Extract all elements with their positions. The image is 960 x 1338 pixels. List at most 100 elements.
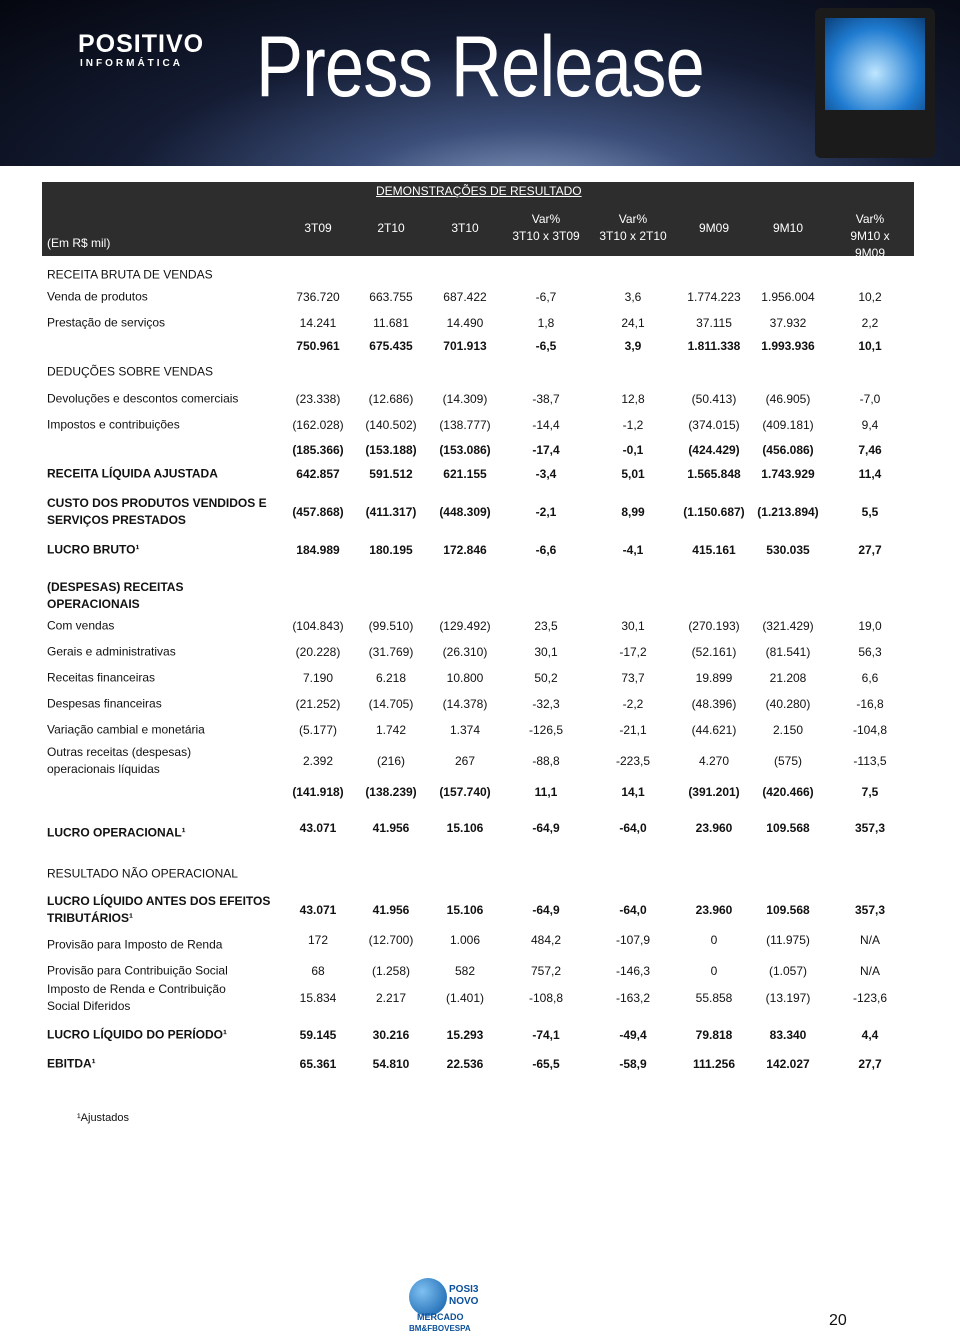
cell: -104,8 (852, 723, 888, 737)
cell: -64,9 (532, 821, 560, 835)
cell: -2,2 (622, 697, 644, 711)
cell: 15.834 (299, 991, 337, 1005)
cell: -0,1 (622, 443, 644, 457)
cell: 14.490 (446, 316, 484, 330)
cell: -146,3 (615, 964, 651, 978)
cell: 54.810 (372, 1057, 410, 1071)
cell: 3,9 (624, 339, 642, 353)
column-header: 2T10 (377, 221, 405, 235)
cell: (448.309) (439, 505, 491, 519)
logo-text: MERCADO (417, 1312, 464, 1322)
cell: -17,2 (619, 645, 647, 659)
brand: POSITIVO (78, 30, 205, 58)
cell: 2,2 (861, 316, 879, 330)
row-label: Com vendas (47, 618, 115, 633)
cell: 59.145 (299, 1028, 337, 1042)
cell: 5,01 (621, 467, 645, 481)
cell: (1.401) (445, 991, 485, 1005)
cell: 9,4 (861, 418, 879, 432)
cell: 1.374 (449, 723, 481, 737)
cell: (321.429) (762, 619, 814, 633)
cell: (50.413) (691, 392, 737, 406)
page-number: 20 (829, 1312, 847, 1329)
row-label: Venda de produtos (47, 289, 148, 304)
cell: -16,8 (856, 697, 884, 711)
logo-text: POSI3 (449, 1284, 479, 1295)
row-label: (DESPESAS) RECEITAS OPERACIONAIS (47, 580, 184, 611)
cell: (140.502) (365, 418, 417, 432)
cell: 11.681 (373, 316, 409, 330)
cell: (48.396) (691, 697, 737, 711)
footnote: ¹Ajustados (77, 1112, 129, 1124)
cell: 73,7 (621, 671, 645, 685)
cell: 19.899 (695, 671, 733, 685)
cell: 21.208 (769, 671, 807, 685)
cell: N/A (859, 964, 881, 978)
cell: (374.015) (688, 418, 740, 432)
cell: (424.429) (688, 443, 740, 457)
cell: -223,5 (615, 754, 651, 768)
cell: (216) (376, 754, 406, 768)
cell: (138.777) (439, 418, 491, 432)
cell: N/A (859, 933, 881, 947)
cell: -65,5 (532, 1057, 560, 1071)
row-label: LUCRO OPERACIONAL¹ (47, 825, 186, 840)
cell: 27,7 (858, 1057, 882, 1071)
cell: 23.960 (695, 903, 733, 917)
cell: (456.086) (762, 443, 814, 457)
logo-mark (409, 1278, 447, 1316)
cell: 591.512 (369, 467, 413, 481)
cell: 23,5 (534, 619, 558, 633)
brand-sub: INFORMÁTICA (80, 58, 183, 69)
column-header: 9M09 (698, 221, 730, 235)
cell: (12.686) (368, 392, 414, 406)
column-header: 3T09 (304, 221, 332, 235)
cell: 582 (454, 964, 476, 978)
cell: 10.800 (446, 671, 484, 685)
cell: 1.956.004 (761, 290, 815, 304)
cell: (420.466) (762, 785, 814, 799)
banner: POSITIVO INFORMÁTICA Press Release (0, 0, 960, 166)
cell: -64,0 (619, 903, 647, 917)
cell: 14,1 (621, 785, 645, 799)
cell: (129.492) (439, 619, 491, 633)
cell: 37.932 (769, 316, 807, 330)
column-header: Var% 3T10 x 3T09 (512, 212, 580, 243)
cell: -6,5 (535, 339, 557, 353)
cell: -58,9 (619, 1057, 647, 1071)
cell: 184.989 (296, 543, 340, 557)
cell: 12,8 (621, 392, 645, 406)
cell: (31.769) (368, 645, 414, 659)
cell: 30,1 (534, 645, 558, 659)
cell: (12.700) (368, 933, 414, 947)
cell: 642.857 (296, 467, 340, 481)
row-label: Outras receitas (despesas) operacionais … (47, 745, 192, 776)
cell: -88,8 (532, 754, 560, 768)
cell: 357,3 (854, 821, 886, 835)
cell: (52.161) (691, 645, 737, 659)
cell: 27,7 (858, 543, 882, 557)
logo-text: BM&FBOVESPA (409, 1324, 471, 1333)
cell: 41.956 (372, 903, 410, 917)
cell: (1.258) (371, 964, 411, 978)
cell: 3,6 (624, 290, 642, 304)
cell: -108,8 (528, 991, 564, 1005)
row-label: Provisão para Imposto de Renda (47, 937, 223, 952)
cell: -1,2 (622, 418, 644, 432)
cell: 19,0 (858, 619, 882, 633)
cell: 50,2 (534, 671, 558, 685)
cell: 15.106 (446, 903, 484, 917)
cell: 79.818 (695, 1028, 733, 1042)
row-label: RECEITA BRUTA DE VENDAS (47, 267, 213, 282)
cell: 7,46 (858, 443, 882, 457)
cell: -49,4 (619, 1028, 647, 1042)
cell: (81.541) (765, 645, 811, 659)
cell: (40.280) (765, 697, 811, 711)
cell: 687.422 (443, 290, 487, 304)
cell: 1,8 (537, 316, 555, 330)
cell: (270.193) (688, 619, 740, 633)
cell: (20.228) (295, 645, 341, 659)
row-label: RECEITA LÍQUIDA AJUSTADA (47, 466, 218, 481)
cell: 2.392 (302, 754, 334, 768)
row-label: Impostos e contribuições (47, 417, 180, 432)
